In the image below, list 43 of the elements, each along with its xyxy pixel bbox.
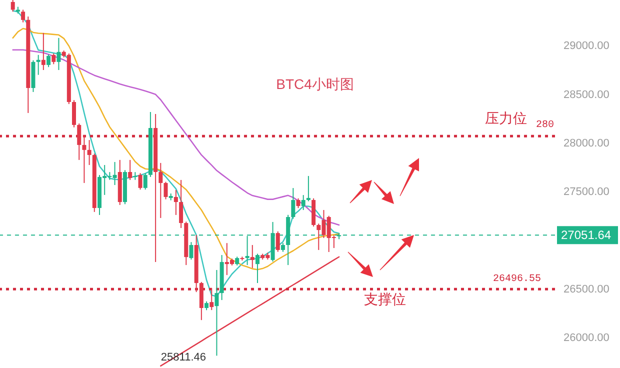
- line-series: [160, 256, 340, 367]
- candlestick: [214, 269, 219, 356]
- candlestick: [276, 230, 280, 252]
- candlestick: [52, 52, 56, 65]
- ref-line-label: 26496.55: [492, 274, 541, 286]
- line-series: [12, 28, 340, 270]
- y-tick-label: 29000.00: [564, 40, 610, 52]
- candlestick: [291, 188, 296, 220]
- candlestick: [56, 37, 61, 71]
- candlestick: [306, 175, 310, 202]
- candlestick: [179, 179, 184, 228]
- y-tick-label: 27500.00: [564, 186, 610, 198]
- text: BTC4小时图: [276, 76, 354, 92]
- candlestick: [138, 172, 142, 190]
- text: 280: [536, 120, 554, 131]
- candlestick: [189, 242, 194, 260]
- candlestick: [82, 134, 86, 184]
- candlestick: [164, 181, 168, 200]
- ref-line-label: 压力位: [485, 110, 527, 126]
- candlestick: [10, 0, 15, 12]
- y-tick-label: 26000.00: [564, 332, 610, 344]
- candlestick: [133, 172, 138, 180]
- candlestick: [296, 198, 300, 209]
- candlestick: [36, 54, 40, 76]
- candlestick: [255, 253, 260, 284]
- text: 支撑位: [364, 291, 406, 307]
- candlestick: [174, 189, 178, 216]
- ref-line-label: 27051.64: [561, 228, 612, 242]
- candlestick: [301, 194, 306, 211]
- y-tick-label: 28500.00: [564, 88, 610, 101]
- candlestick: [128, 159, 132, 180]
- candlestick: [72, 100, 76, 128]
- candlestick: [158, 162, 163, 218]
- candlestick: [46, 54, 51, 68]
- candlestick: [21, 9, 26, 23]
- y-tick-label: 26500.00: [564, 283, 610, 296]
- candlestick: [41, 32, 46, 71]
- candlestick: [210, 288, 214, 311]
- candlestick: [77, 122, 82, 160]
- candlestick: [250, 244, 254, 269]
- candlestick: [87, 140, 92, 166]
- y-tick-label: 28000.00: [564, 137, 610, 150]
- candlestick: [143, 172, 148, 190]
